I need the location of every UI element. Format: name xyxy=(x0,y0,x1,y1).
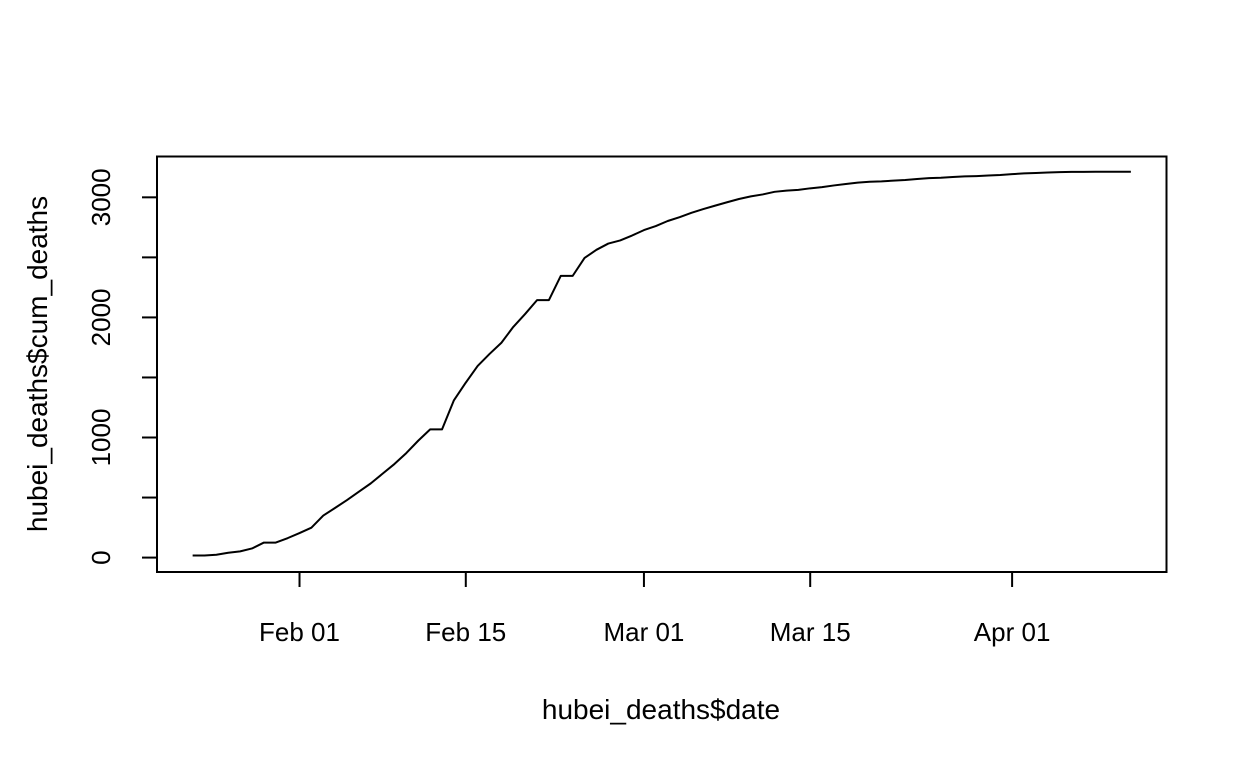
x-axis: Feb 01 Feb 15 Mar 01 Mar 15 Apr 01 xyxy=(259,572,1050,647)
x-tick-label: Mar 01 xyxy=(603,617,684,647)
plot-frame xyxy=(156,155,1168,573)
y-tick-label: 1000 xyxy=(86,409,116,467)
series-line xyxy=(192,170,1131,557)
x-tick-label: Feb 01 xyxy=(259,617,340,647)
y-tick-label: 0 xyxy=(86,550,116,564)
series-points xyxy=(192,171,1132,557)
x-tick-label: Mar 15 xyxy=(770,617,851,647)
y-tick-label: 2000 xyxy=(86,288,116,346)
y-tick-label: 3000 xyxy=(86,168,116,226)
y-axis-title: hubei_deaths$cum_deaths xyxy=(22,196,53,532)
x-axis-title: hubei_deaths$date xyxy=(542,694,780,725)
x-tick-label: Apr 01 xyxy=(974,617,1051,647)
y-axis: 0 1000 2000 3000 xyxy=(86,168,157,565)
x-tick-label: Feb 15 xyxy=(425,617,506,647)
